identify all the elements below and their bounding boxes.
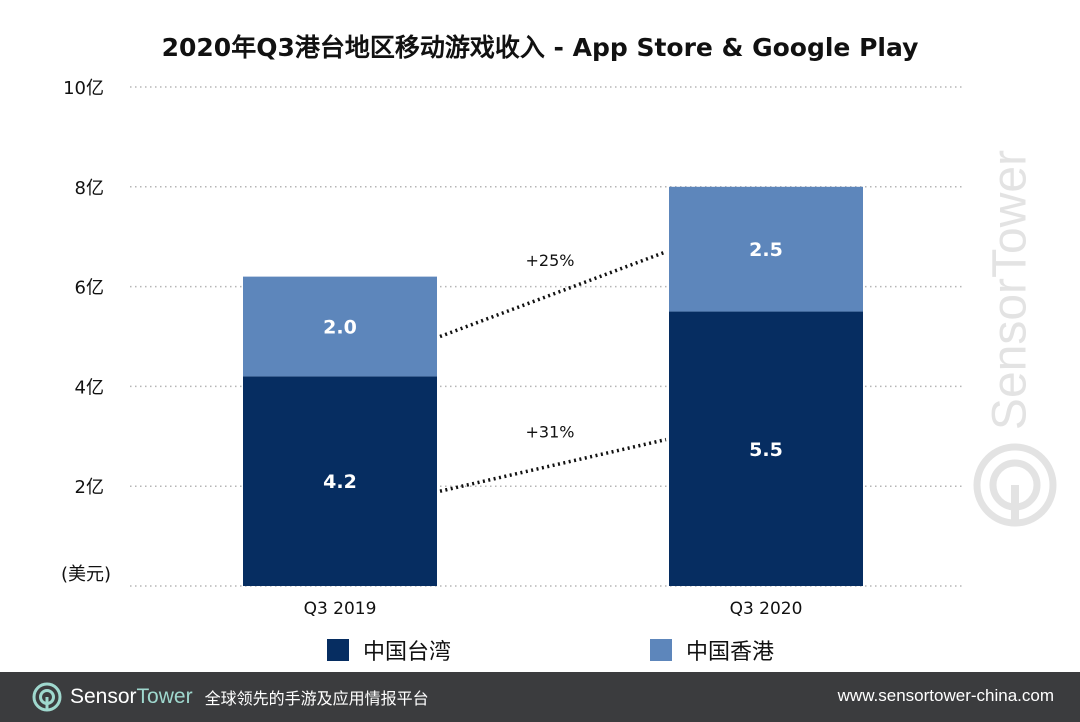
- bar-segment-0-0: [243, 376, 437, 586]
- footer-brand-part1: Sensor: [70, 685, 137, 708]
- bar-segment-1-0: [243, 276, 437, 377]
- growth-annotation-label: +31%: [526, 422, 575, 441]
- chart-plot: 2亿 4亿 6亿 8亿 10亿 (美元) 4.2 2.0 Q3 2019 5.5 2.5 Q3 202…: [61, 78, 965, 619]
- bar-segment-0-1: [669, 311, 863, 586]
- legend-item-hongkong: 中国香港: [650, 634, 774, 666]
- y-tick-label: 10亿: [63, 78, 104, 99]
- legend-label-hongkong: 中国香港: [686, 640, 775, 665]
- legend-item-taiwan: 中国台湾: [327, 634, 451, 666]
- y-unit-label: (美元): [61, 564, 111, 585]
- y-tick-label: 4亿: [75, 377, 104, 398]
- bar-data-label: 5.5: [749, 439, 783, 461]
- bar-data-label: 2.5: [749, 239, 783, 261]
- footer-tagline: 全球领先的手游及应用情报平台: [204, 689, 429, 708]
- footer-brand[interactable]: SensorTower: [70, 685, 193, 709]
- sensortower-logo-icon: [32, 682, 62, 712]
- growth-annotation-label: +25%: [526, 251, 575, 270]
- footer-bar: SensorTower 全球领先的手游及应用情报平台 www.sensortow…: [0, 672, 1080, 722]
- y-tick-label: 8亿: [75, 178, 104, 199]
- legend-label-taiwan: 中国台湾: [363, 640, 452, 665]
- bar-data-label: 2.0: [323, 317, 357, 339]
- legend-swatch-taiwan: [327, 639, 349, 661]
- bar-segment-1-1: [669, 186, 863, 312]
- watermark-logo-icon: [973, 443, 1057, 527]
- growth-connector: [439, 437, 667, 493]
- legend-swatch-hongkong: [650, 639, 672, 661]
- chart-title: 2020年Q3港台地区移动游戏收入 - App Store & Google P…: [161, 33, 919, 62]
- y-tick-label: 2亿: [75, 477, 104, 498]
- growth-connector: [439, 250, 667, 339]
- y-tick-label: 6亿: [75, 278, 104, 299]
- x-category-label: Q3 2020: [730, 599, 803, 619]
- bar-data-label: 4.2: [323, 471, 357, 493]
- footer-url-link[interactable]: www.sensortower-china.com: [837, 686, 1054, 705]
- x-category-label: Q3 2019: [304, 599, 377, 619]
- footer-brand-part2: Tower: [136, 685, 193, 708]
